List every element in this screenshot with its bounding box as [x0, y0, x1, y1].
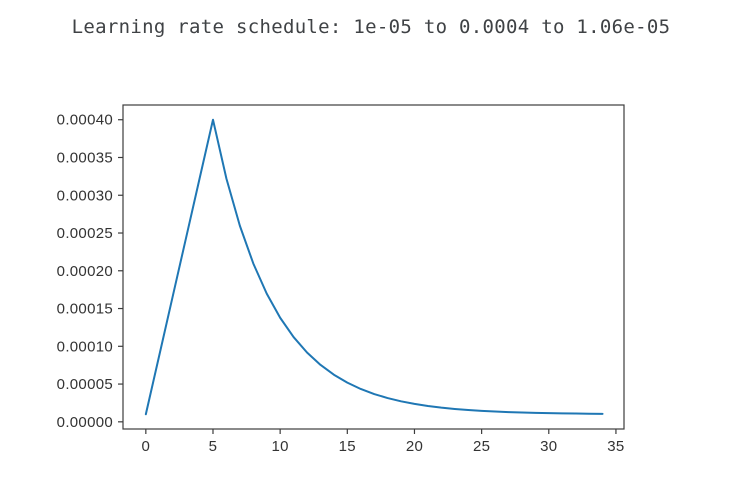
chart-heading: Learning rate schedule: 1e-05 to 0.0004 … — [71, 16, 671, 38]
x-tick-label: 5 — [209, 438, 218, 455]
y-tick-label: 0.00030 — [57, 187, 113, 204]
learning-rate-line — [144, 118, 604, 416]
y-tick-label: 0.00040 — [57, 112, 113, 129]
y-tick-label: 0.00025 — [57, 225, 113, 242]
y-tick-label: 0.00015 — [57, 301, 113, 318]
x-tick-label: 20 — [406, 438, 423, 455]
y-tick-label: 0.00020 — [57, 263, 113, 280]
y-tick-label: 0.00035 — [57, 149, 113, 166]
y-tick-label: 0.00005 — [57, 376, 113, 393]
plot-box-spines — [122, 104, 625, 430]
y-tick-label: 0.00010 — [57, 338, 113, 355]
x-tick-label: 0 — [142, 438, 151, 455]
x-tick-label: 30 — [540, 438, 557, 455]
y-tick-label: 0.00000 — [57, 414, 113, 431]
x-tick-label: 35 — [607, 438, 624, 455]
x-tick-label: 25 — [473, 438, 490, 455]
x-tick-label: 15 — [339, 438, 356, 455]
x-tick-label: 10 — [272, 438, 289, 455]
